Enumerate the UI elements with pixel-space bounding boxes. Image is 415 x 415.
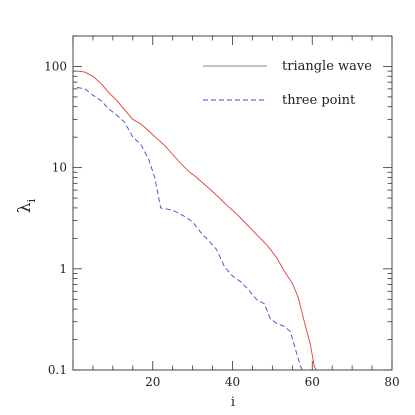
series-line-triangle-wave (76, 70, 317, 370)
y-tick-label: 0.1 (48, 363, 67, 377)
y-tick-label: 100 (44, 59, 67, 73)
y-axis-label: λi (15, 198, 38, 213)
legend-label: three point (282, 93, 356, 108)
x-axis-ticks (72, 36, 393, 370)
x-axis-label: i (231, 395, 235, 410)
y-tick-label: 10 (52, 161, 67, 175)
y-axis-tick-labels: 0.1 1 10 100 (44, 59, 67, 377)
y-axis-ticks (73, 35, 392, 371)
y-tick-label: 1 (59, 262, 67, 276)
x-axis-tick-labels: 20 40 60 80 (145, 375, 400, 389)
legend-label: triangle wave (282, 59, 372, 74)
x-tick-label: 60 (305, 375, 320, 389)
series-lines (76, 70, 317, 370)
x-tick-label: 80 (384, 375, 399, 389)
y-axis-label-subscript: i (25, 198, 38, 202)
x-tick-label: 40 (225, 375, 240, 389)
y-axis-label-main: λ (15, 202, 35, 213)
legend: triangle wave three point (203, 59, 372, 108)
x-tick-label: 20 (145, 375, 160, 389)
plot-frame (72, 35, 393, 371)
series-line-three-point (76, 87, 303, 370)
